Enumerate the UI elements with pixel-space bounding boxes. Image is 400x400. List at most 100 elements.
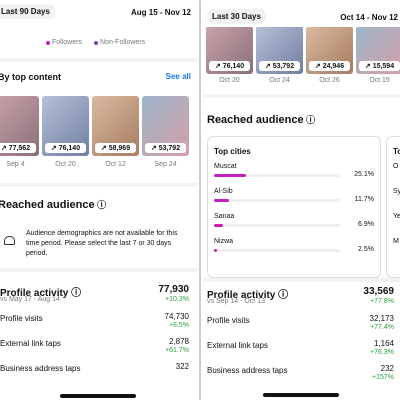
bar [214, 249, 218, 252]
trend-icon: ↗ [214, 63, 223, 70]
metric-value: 2,878 [168, 337, 189, 346]
metric-value: 322 [175, 362, 189, 371]
post-count: ↗ 76,140 [45, 143, 86, 153]
info-icon[interactable]: ⓘ [275, 290, 289, 301]
post-thumbnail[interactable]: ↗ 53,792 [142, 96, 189, 156]
info-icon[interactable]: ⓘ [303, 115, 316, 125]
divider [0, 183, 197, 187]
metric-label: Profile visits [207, 316, 250, 325]
post-count: ↗ 53,792 [145, 143, 186, 153]
post-thumbnail[interactable]: ↗ 77,562 [0, 96, 39, 156]
bar [214, 174, 246, 177]
section-title: By top content [0, 72, 61, 82]
post-thumbnail[interactable]: ↗ 76,140 [42, 96, 89, 156]
trend-icon: ↗ [0, 145, 9, 152]
legend-label: Followers [52, 39, 82, 46]
city-percent: 2.5% [358, 246, 374, 253]
divider [0, 58, 197, 62]
metric-change: +8.5% [168, 322, 189, 329]
total-change: +10.3% [165, 296, 189, 303]
metric-change: +61.7% [165, 347, 189, 354]
second-card: To O Sy Ye M [386, 136, 400, 278]
post-thumbnail[interactable]: ↗ 76,140 [206, 26, 253, 74]
post-date: Sep 24 [154, 161, 177, 168]
post-count: ↗ 24,946 [309, 61, 350, 71]
info-icon[interactable]: ⓘ [94, 200, 107, 210]
metric-value: 74,730 [164, 312, 189, 321]
trend-icon: ↗ [100, 145, 109, 152]
card-title: Top cities [214, 147, 251, 156]
post-thumbnail[interactable]: ↗ 15,594 [356, 26, 400, 74]
left-screen: Last 90 Days Aug 15 - Nov 12 Followers Non-… [0, 0, 197, 400]
bar-track [214, 199, 340, 202]
bar-track [214, 174, 340, 177]
date-range: Aug 15 - Nov 12 [130, 8, 191, 17]
metric-label: Profile visits [0, 314, 43, 323]
bar-track [214, 224, 340, 227]
legend-dot [46, 41, 50, 45]
legend-dot [94, 41, 98, 45]
trend-icon: ↗ [314, 63, 323, 70]
trend-icon: ↗ [150, 145, 159, 152]
home-indicator [60, 394, 136, 398]
divider [203, 94, 400, 98]
activity-wrap: Profile activity ⓘ vs Sep 14 - Oct 13 33,5… [207, 0, 400, 400]
post-date: Oct 15 [369, 77, 390, 84]
divider [199, 0, 201, 400]
right-screen: ↗ 76,140 Oct 20 ↗ 53,792 Oct 24 ↗ 24,946 Oct … [203, 0, 400, 400]
info-icon[interactable]: ⓘ [68, 288, 82, 299]
total: 33,569 [363, 286, 394, 297]
divider [203, 278, 400, 282]
section-title: Profile activity ⓘ [207, 290, 289, 301]
metric-change: +76.3% [370, 349, 394, 356]
trend-icon: ↗ [364, 63, 373, 70]
bar [214, 199, 229, 202]
compare-range: vs Sep 14 - Oct 13 [207, 298, 265, 305]
city-name: Muscat [214, 163, 237, 170]
see-all-link[interactable]: See all [165, 72, 191, 81]
count-text: 53,792 [158, 145, 181, 152]
total: 77,930 [158, 284, 189, 295]
post-count: ↗ 53,792 [259, 61, 300, 71]
count-text: 77,562 [8, 145, 31, 152]
row-label: Sy [393, 188, 400, 195]
post-thumbnail[interactable]: ↗ 53,792 [256, 26, 303, 74]
post-date: Oct 12 [105, 161, 126, 168]
metric-change: +157% [372, 374, 394, 381]
city-percent: 25.1% [354, 171, 374, 178]
metric-label: External link taps [207, 341, 268, 350]
city-percent: 11.7% [354, 196, 374, 203]
metric-label: Business address taps [0, 364, 81, 373]
row-label: O [393, 163, 399, 170]
count-text: 76,140 [222, 63, 245, 70]
post-thumbnail[interactable]: ↗ 58,969 [92, 96, 139, 156]
metric-value: 1,164 [373, 339, 394, 348]
post-count: ↗ 15,594 [359, 61, 400, 71]
range-selector[interactable]: Last 90 Days [0, 4, 55, 19]
count-text: 24,946 [322, 63, 345, 70]
count-text: 15,594 [372, 63, 395, 70]
metric-label: Business address taps [207, 366, 288, 375]
post-date: Oct 20 [55, 161, 76, 168]
people-icon [4, 236, 15, 245]
row-label: M [393, 238, 399, 245]
row-label: Ye [393, 213, 400, 220]
legend-label: Non-Followers [100, 39, 146, 46]
city-name: Al-Sib [214, 188, 233, 195]
notice: Audience demographics are not available … [26, 230, 178, 257]
bar [214, 224, 223, 227]
section-title: Profile activity ⓘ [0, 288, 82, 299]
city-name: Nizwa [214, 238, 234, 245]
home-indicator [263, 393, 339, 397]
divider [0, 268, 197, 272]
post-thumbnail[interactable]: ↗ 24,946 [306, 26, 353, 74]
post-count: ↗ 77,562 [0, 143, 36, 153]
date-range: Oct 14 - Nov 12 [340, 13, 398, 22]
metric-value: 232 [380, 364, 394, 373]
range-selector[interactable]: Last 30 Days [207, 9, 266, 24]
post-date: Oct 20 [219, 77, 240, 84]
metric-value: 32,173 [369, 314, 394, 323]
total-change: +77.8% [370, 298, 394, 305]
metric-label: External link taps [0, 339, 61, 348]
